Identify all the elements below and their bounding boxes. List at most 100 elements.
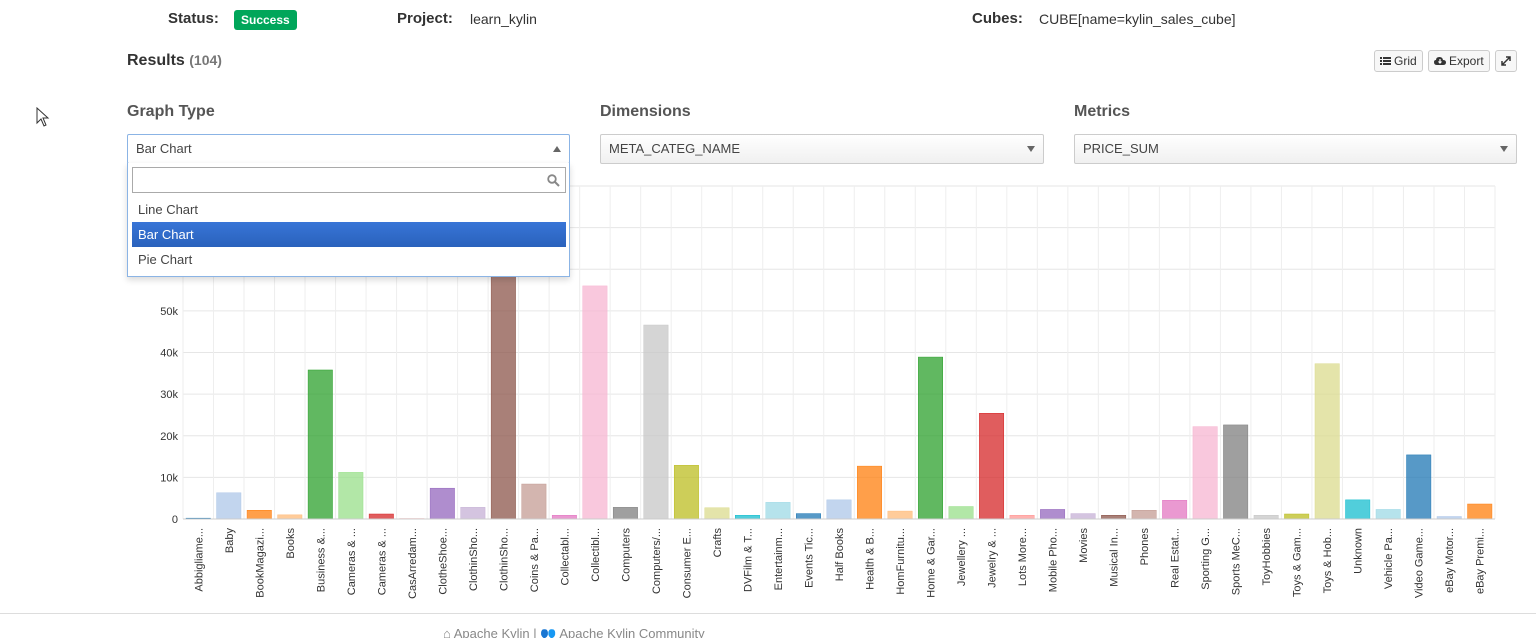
metrics-select[interactable]: PRICE_SUM [1074,134,1517,164]
bar[interactable] [338,472,364,520]
status-badge: Success [234,10,297,30]
bar[interactable] [1162,500,1188,520]
graph-type-selected: Bar Chart [136,141,192,156]
bar[interactable] [1192,426,1218,520]
bar[interactable] [1223,424,1249,520]
x-tick-label: Events Tic... [803,528,815,588]
bar[interactable] [612,507,638,520]
x-tick-label: ClothinSho... [468,528,480,591]
grid-button-label: Grid [1394,54,1417,68]
bar-chart: 0 10k 20k 30k 40k 50k Abbigliame... Baby BookMag… [160,185,1496,599]
x-tick-label: ClothinSho... [498,528,510,591]
bar[interactable] [1284,513,1310,520]
project-value: learn_kylin [470,11,537,27]
project-label: Project: [397,10,453,27]
x-tick-label: Musical In... [1109,528,1121,587]
graph-type-label: Graph Type [127,103,215,120]
x-tick-label: Abbigliame... [193,528,205,592]
x-tick-label: Sports MeC... [1231,528,1243,595]
x-tick-label: Collectabl... [559,528,571,585]
bar[interactable] [1040,509,1066,520]
bar[interactable] [1467,503,1493,520]
bar[interactable] [918,356,943,520]
bar[interactable] [277,514,303,520]
bar[interactable] [460,507,486,520]
bar[interactable] [857,465,882,520]
home-icon: ⌂ [443,626,451,638]
x-tick-label: Books [285,528,297,559]
x-tick-label: Computers [620,528,632,582]
bar[interactable] [948,506,974,520]
graph-type-select[interactable]: Bar Chart [127,134,570,164]
export-button[interactable]: Export [1428,50,1490,72]
x-tick-label: Half Books [834,528,846,582]
export-button-label: Export [1449,54,1484,68]
x-tick-label: Coins & Pa... [529,528,541,592]
list-icon [1380,57,1391,65]
bar[interactable] [582,285,608,520]
bar[interactable] [704,507,730,520]
x-tick-label: eBay Premi... [1475,528,1487,594]
bar[interactable] [673,465,699,520]
bar[interactable] [1070,513,1096,520]
status-label: Status: [168,10,219,27]
grid-button[interactable]: Grid [1374,50,1423,72]
graph-type-search-input[interactable] [132,167,566,193]
dimensions-label: Dimensions [600,103,691,120]
users-icon: 👥 [540,626,557,638]
expand-icon [1501,56,1511,66]
x-tick-label: Phones [1139,528,1151,566]
bar[interactable] [1314,363,1340,520]
x-tick-label: Real Estat... [1170,528,1182,588]
y-tick-label: 40k [160,348,178,360]
bar[interactable] [1406,454,1432,520]
bar[interactable] [1131,510,1157,520]
option-line-chart[interactable]: Line Chart [138,202,198,217]
footer-link-kylin[interactable]: Apache Kylin [453,626,530,638]
cloud-download-icon [1434,57,1446,65]
x-tick-label: Sporting G... [1200,528,1212,590]
option-bar-chart[interactable]: Bar Chart [132,222,566,247]
graph-type-dropdown: Line Chart Bar Chart Pie Chart [127,163,570,277]
chevron-up-icon [553,146,561,152]
bar[interactable] [1253,515,1279,520]
bar[interactable] [796,513,821,520]
bar[interactable] [551,515,577,520]
bar[interactable] [246,510,272,520]
footer-separator: | [533,626,537,638]
x-tick-label: Cameras & ... [376,528,388,595]
bar[interactable] [1101,515,1127,520]
bar[interactable] [490,269,516,520]
bar[interactable] [216,492,242,520]
fullscreen-button[interactable] [1495,50,1517,72]
bar[interactable] [429,487,455,520]
bar[interactable] [765,502,791,520]
bar[interactable] [307,369,333,520]
dimensions-select[interactable]: META_CATEG_NAME [600,134,1044,164]
bar[interactable] [368,513,394,520]
bar[interactable] [1375,509,1401,520]
bar[interactable] [521,483,547,520]
bar[interactable] [979,413,1005,520]
bar[interactable] [1009,515,1035,520]
bar[interactable] [1345,499,1371,520]
x-tick-label: ClotheShoe... [437,528,449,595]
bar[interactable] [735,515,760,520]
y-tick-label: 50k [160,306,178,318]
x-tick-label: Business &... [315,528,327,592]
cubes-label: Cubes: [972,10,1023,27]
bar[interactable] [643,324,669,520]
x-tick-label: Movies [1078,528,1090,563]
bar[interactable] [887,510,913,520]
option-pie-chart[interactable]: Pie Chart [138,252,193,267]
x-tick-label: Toys & Gam... [1292,528,1304,597]
chevron-down-icon [1500,146,1508,152]
x-tick-label: Computers/... [651,528,663,594]
footer-link-community[interactable]: Apache Kylin Community [559,626,705,638]
footer: ⌂ Apache Kylin | 👥 Apache Kylin Communit… [443,626,705,638]
results-title: Results [127,52,185,69]
bar[interactable] [826,499,852,520]
footer-divider [0,613,1536,614]
x-tick-label: Video Game... [1414,528,1426,598]
x-tick-label: Cameras & ... [346,528,358,595]
